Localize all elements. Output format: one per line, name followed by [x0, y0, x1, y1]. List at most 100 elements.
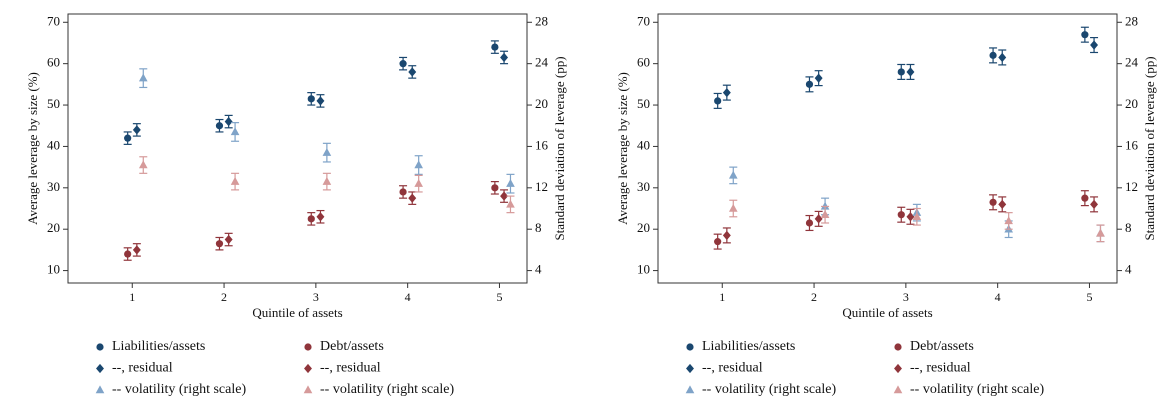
legend-label: --, residual — [112, 361, 173, 376]
data-point — [215, 240, 224, 248]
y2-tick-label: 20 — [1125, 96, 1138, 111]
x-tick-label: 2 — [811, 290, 817, 304]
data-point — [1081, 31, 1089, 39]
data-point — [414, 178, 423, 187]
data-point — [230, 127, 240, 136]
data-point — [912, 212, 922, 221]
legend-marker — [685, 385, 695, 394]
y-tick-label: 50 — [637, 96, 650, 111]
data-point — [414, 160, 423, 169]
data-point — [138, 73, 148, 82]
data-point — [1090, 199, 1099, 210]
y2-tick-label: 16 — [535, 137, 549, 152]
x-axis-title: Quintile of assets — [252, 305, 342, 320]
legend-marker — [893, 385, 903, 394]
data-point — [820, 201, 830, 210]
x-tick-label: 2 — [221, 290, 227, 304]
legend-label: Liabilities/assets — [112, 339, 205, 354]
data-point — [998, 52, 1007, 63]
data-point — [998, 199, 1007, 210]
legend-label: -- volatility (right scale) — [910, 382, 1044, 397]
legend-label: Debt/assets — [910, 339, 974, 354]
x-tick-label: 1 — [129, 290, 135, 304]
x-tick-label: 1 — [719, 290, 725, 304]
y-tick-label: 50 — [47, 96, 60, 111]
data-point — [728, 170, 738, 179]
x-tick-label: 4 — [405, 290, 411, 304]
data-point — [132, 245, 141, 255]
y-tick-label: 30 — [637, 179, 650, 194]
y2-tick-label: 8 — [1125, 220, 1132, 235]
data-point — [500, 52, 509, 63]
y2-tick-label: 20 — [535, 96, 548, 111]
y2-tick-label: 24 — [1125, 55, 1139, 70]
data-point — [132, 125, 141, 135]
legend-marker — [894, 343, 902, 351]
data-point — [805, 219, 814, 227]
legend-marker — [304, 343, 312, 351]
data-point — [1004, 216, 1013, 225]
data-point — [906, 212, 915, 222]
data-point — [316, 212, 325, 222]
data-point — [224, 116, 233, 127]
y2-axis-title: Standard deviation of leverage (pp) — [552, 56, 567, 240]
data-point — [714, 97, 722, 105]
data-point — [506, 199, 515, 208]
x-tick-label: 3 — [903, 290, 909, 304]
y-tick-label: 40 — [47, 137, 60, 152]
data-point — [897, 211, 905, 219]
y-tick-label: 20 — [637, 220, 650, 235]
data-point — [322, 147, 332, 156]
data-point — [124, 250, 132, 258]
x-tick-label: 5 — [1086, 290, 1092, 304]
data-point — [814, 73, 823, 83]
data-point — [714, 238, 722, 246]
legend-marker — [95, 385, 105, 394]
y2-tick-label: 28 — [1125, 13, 1138, 28]
data-point — [989, 198, 997, 206]
data-point — [728, 203, 738, 212]
data-point — [1090, 40, 1099, 50]
y2-tick-label: 4 — [535, 262, 542, 277]
x-tick-label: 3 — [313, 290, 319, 304]
data-point — [722, 87, 731, 98]
data-point — [138, 160, 148, 169]
plot-frame — [67, 13, 528, 284]
data-point — [805, 80, 814, 88]
y2-tick-label: 16 — [1125, 137, 1139, 152]
data-point — [820, 210, 830, 218]
legend-label: -- volatility (right scale) — [320, 382, 454, 397]
data-point — [491, 184, 499, 192]
data-point — [491, 43, 499, 51]
data-point — [906, 67, 915, 77]
legend-label: -- volatility (right scale) — [112, 382, 246, 397]
y2-tick-label: 4 — [1125, 262, 1132, 277]
legend-marker — [96, 363, 104, 374]
legend-label: Debt/assets — [320, 339, 384, 354]
legend-label: --, residual — [320, 361, 381, 376]
x-tick-label: 5 — [496, 290, 502, 304]
legend-label: --, residual — [702, 361, 763, 376]
y-tick-label: 10 — [637, 262, 650, 277]
data-point — [316, 96, 325, 106]
y2-tick-label: 28 — [535, 13, 548, 28]
legend-marker — [686, 363, 694, 374]
legend-marker — [894, 363, 902, 374]
data-point — [408, 67, 417, 77]
y2-axis-title: Standard deviation of leverage (pp) — [1142, 56, 1157, 240]
data-point — [215, 122, 224, 130]
legend-label: --, residual — [910, 361, 971, 376]
y2-tick-label: 24 — [535, 55, 549, 70]
data-point — [814, 214, 823, 224]
data-point — [1081, 194, 1089, 202]
data-point — [500, 191, 509, 201]
data-point — [1096, 228, 1105, 237]
data-point — [408, 193, 417, 203]
data-point — [399, 188, 407, 196]
data-point — [722, 230, 731, 241]
y-axis-title: Average leverage by size (%) — [25, 72, 40, 225]
y-axis-title: Average leverage by size (%) — [615, 72, 630, 225]
y-tick-label: 20 — [47, 220, 60, 235]
data-point — [989, 51, 997, 59]
